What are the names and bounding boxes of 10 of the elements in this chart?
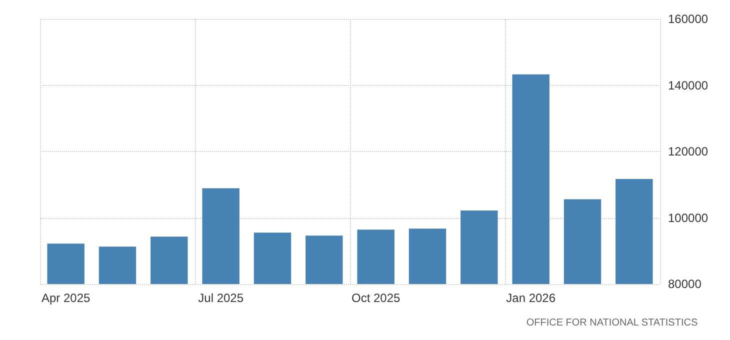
x-tick-label: Apr 2025: [41, 291, 91, 305]
y-tick-label: 160000: [668, 12, 708, 26]
y-tick-label: 80000: [668, 277, 702, 291]
x-tick-label: Oct 2025: [351, 291, 401, 305]
y-tick-label: 140000: [668, 78, 708, 92]
y-tick-label: 120000: [668, 144, 708, 158]
text: OFFICE FOR NATIONAL STATISTICS: [526, 318, 698, 328]
x-tick-label: Jul 2025: [198, 291, 244, 305]
y-tick-label: 100000: [668, 210, 708, 225]
x-tick-label: Jan 2026: [506, 291, 556, 305]
